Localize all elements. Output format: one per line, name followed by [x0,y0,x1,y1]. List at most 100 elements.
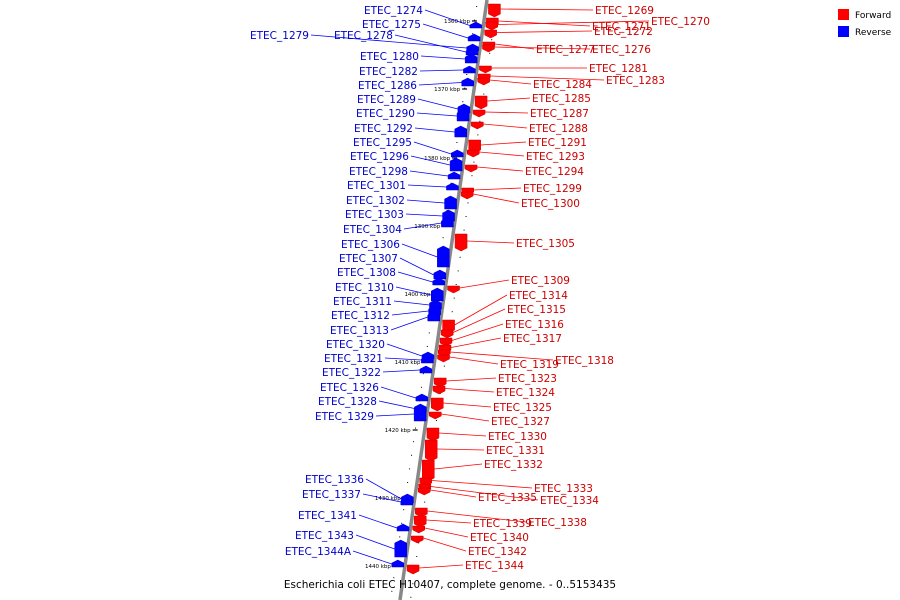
gene-feature-reverse[interactable] [391,559,405,568]
gene-feature-forward[interactable] [406,564,420,575]
gene-feature-forward[interactable] [413,515,427,528]
gene-feature-forward[interactable] [429,411,442,420]
gene-label-forward[interactable]: ETEC_1338 [528,517,587,529]
gene-feature-forward[interactable] [485,21,499,31]
gene-label-reverse[interactable]: ETEC_1286 [358,80,417,92]
gene-label-forward[interactable]: ETEC_1294 [525,166,584,178]
gene-feature-forward[interactable] [460,191,474,200]
gene-feature-forward[interactable] [432,385,446,395]
gene-feature-reverse[interactable] [454,125,467,138]
gene-feature-reverse[interactable] [442,209,455,222]
gene-label-forward[interactable]: ETEC_1305 [516,238,575,250]
gene-label-forward[interactable]: ETEC_1291 [528,137,587,149]
gene-feature-reverse[interactable] [419,365,433,374]
gene-label-forward[interactable]: ETEC_1335 [478,492,537,504]
gene-label-forward[interactable]: ETEC_1315 [507,304,566,316]
gene-label-forward[interactable]: ETEC_1285 [532,93,591,105]
gene-feature-forward[interactable] [471,121,484,130]
gene-label-forward[interactable]: ETEC_1270 [651,16,710,28]
gene-label-reverse[interactable]: ETEC_1278 [334,30,393,42]
gene-feature-reverse[interactable] [437,245,450,268]
gene-feature-forward[interactable] [454,233,468,252]
gene-label-forward[interactable]: ETEC_1325 [493,402,552,414]
gene-label-reverse[interactable]: ETEC_1321 [324,353,383,365]
gene-feature-forward[interactable] [433,377,447,388]
gene-label-forward[interactable]: ETEC_1300 [521,198,580,210]
gene-feature-reverse[interactable] [465,47,479,56]
gene-label-forward[interactable]: ETEC_1293 [526,151,585,163]
gene-label-reverse[interactable]: ETEC_1344A [285,546,352,558]
gene-feature-reverse[interactable] [467,33,481,42]
gene-feature-reverse[interactable] [413,405,427,422]
gene-label-forward[interactable]: ETEC_1288 [529,123,588,135]
gene-feature-reverse[interactable] [394,539,407,558]
gene-feature-reverse[interactable] [400,497,414,506]
gene-label-reverse[interactable]: ETEC_1308 [337,267,396,279]
gene-feature-reverse[interactable] [464,53,478,64]
gene-label-reverse[interactable]: ETEC_1341 [298,510,357,522]
gene-label-forward[interactable]: ETEC_1339 [473,518,532,530]
gene-feature-reverse[interactable] [421,355,434,364]
gene-label-reverse[interactable]: ETEC_1292 [354,123,413,135]
gene-label-forward[interactable]: ETEC_1283 [606,75,665,87]
gene-label-reverse[interactable]: ETEC_1329 [315,411,374,423]
gene-label-forward[interactable]: ETEC_1316 [505,319,564,331]
gene-feature-forward[interactable] [482,44,495,53]
gene-label-reverse[interactable]: ETEC_1280 [360,51,419,63]
gene-feature-reverse[interactable] [447,171,461,180]
gene-feature-forward[interactable] [477,77,490,86]
gene-label-forward[interactable]: ETEC_1340 [470,532,529,544]
gene-label-reverse[interactable]: ETEC_1301 [347,180,406,192]
gene-label-forward[interactable]: ETEC_1330 [488,431,547,443]
gene-label-forward[interactable]: ETEC_1344 [465,560,524,572]
gene-label-reverse[interactable]: ETEC_1322 [322,367,381,379]
gene-label-reverse[interactable]: ETEC_1279 [250,30,309,42]
gene-label-forward[interactable]: ETEC_1327 [491,416,550,428]
gene-feature-reverse[interactable] [457,103,471,114]
gene-feature-reverse[interactable] [446,182,459,191]
gene-label-reverse[interactable]: ETEC_1298 [349,166,408,178]
gene-feature-reverse[interactable] [456,109,470,122]
gene-label-reverse[interactable]: ETEC_1295 [353,137,412,149]
gene-feature-forward[interactable] [447,285,460,294]
gene-label-reverse[interactable]: ETEC_1328 [318,396,377,408]
gene-feature-reverse[interactable] [427,311,441,322]
gene-feature-reverse[interactable] [441,217,454,228]
gene-label-reverse[interactable]: ETEC_1313 [330,325,389,337]
gene-label-forward[interactable]: ETEC_1324 [496,387,555,399]
gene-feature-forward[interactable] [474,95,488,110]
gene-feature-reverse[interactable] [429,299,442,310]
gene-label-reverse[interactable]: ETEC_1326 [320,382,379,394]
gene-feature-reverse[interactable] [469,21,483,29]
gene-label-forward[interactable]: ETEC_1309 [511,275,570,287]
gene-label-reverse[interactable]: ETEC_1274 [364,5,423,17]
gene-label-reverse[interactable]: ETEC_1337 [302,489,361,501]
gene-feature-forward[interactable] [431,397,444,412]
gene-label-forward[interactable]: ETEC_1333 [534,483,593,495]
gene-feature-forward[interactable] [488,3,501,18]
gene-label-reverse[interactable]: ETEC_1289 [357,94,416,106]
gene-label-reverse[interactable]: ETEC_1290 [356,108,415,120]
gene-feature-forward[interactable] [417,487,431,496]
gene-feature-reverse[interactable] [444,195,457,210]
gene-feature-reverse[interactable] [415,393,429,402]
gene-feature-forward[interactable] [472,109,486,118]
gene-feature-reverse[interactable] [449,157,463,172]
gene-feature-forward[interactable] [464,164,478,173]
gene-label-forward[interactable]: ETEC_1323 [498,373,557,385]
gene-label-reverse[interactable]: ETEC_1302 [346,195,405,207]
gene-feature-reverse[interactable] [428,305,441,316]
gene-feature-reverse[interactable] [433,269,447,280]
gene-feature-reverse[interactable] [396,523,410,532]
gene-label-forward[interactable]: ETEC_1284 [533,79,592,91]
gene-label-reverse[interactable]: ETEC_1311 [333,296,392,308]
gene-feature-forward[interactable] [426,427,440,442]
gene-label-reverse[interactable]: ETEC_1343 [295,530,354,542]
gene-label-reverse[interactable]: ETEC_1296 [350,151,409,163]
gene-label-forward[interactable]: ETEC_1287 [530,108,589,120]
gene-feature-forward[interactable] [467,149,480,158]
gene-feature-forward[interactable] [415,507,428,518]
gene-label-forward[interactable]: ETEC_1281 [589,63,648,75]
gene-feature-forward[interactable] [484,29,497,39]
gene-feature-forward[interactable] [437,354,450,363]
